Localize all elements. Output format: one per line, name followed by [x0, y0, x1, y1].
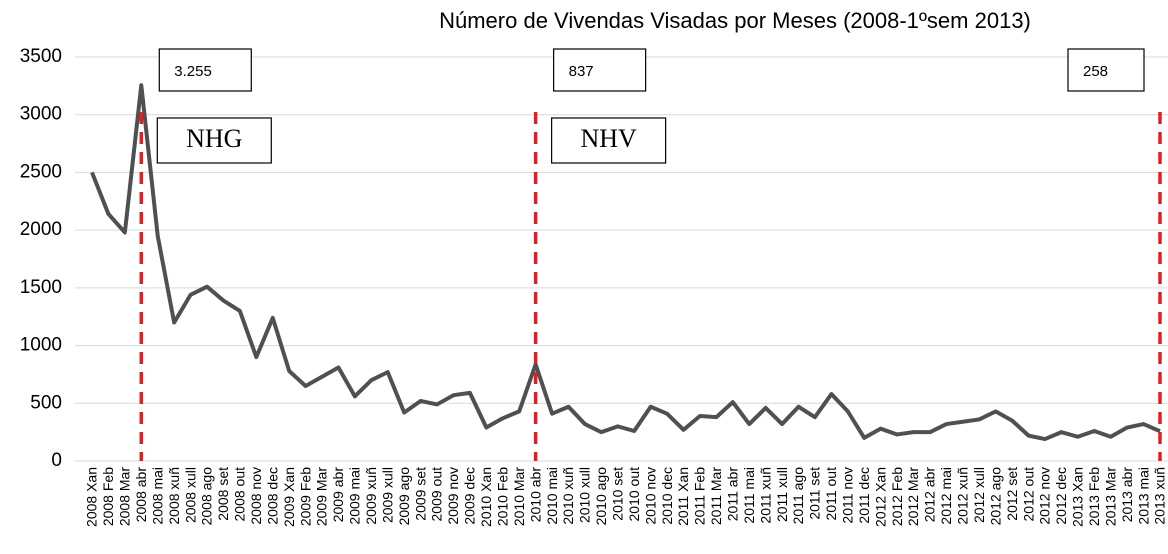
- x-tick-label: 2012 Feb: [889, 467, 905, 526]
- x-tick-label: 2013 mai: [1135, 467, 1151, 525]
- x-tick-label: 2010 set: [609, 467, 625, 521]
- x-tick-label: 2008 mai: [149, 467, 165, 525]
- x-tick-label: 2008 Mar: [117, 467, 133, 526]
- chart-title: Número de Vivendas Visadas por Meses (20…: [439, 8, 1031, 33]
- x-tick-label: 2012 set: [1004, 467, 1020, 521]
- note-label: NHG: [186, 124, 242, 153]
- note-label: NHV: [580, 124, 637, 153]
- x-tick-label: 2011 mai: [741, 467, 757, 524]
- x-tick-label: 2009 Xan: [281, 467, 297, 527]
- x-tick-label: 2012 Mar: [905, 467, 921, 526]
- data-line: [90, 83, 1161, 442]
- x-tick-label: 2008 ago: [199, 467, 215, 526]
- x-tick-label: 2013 xuñ: [1152, 467, 1168, 525]
- y-tick-label: 3500: [20, 46, 62, 67]
- x-tick-label: 2011 Feb: [692, 467, 708, 525]
- x-tick-label: 2013 Feb: [1086, 467, 1102, 526]
- x-tick-label: 2012 out: [1020, 467, 1036, 522]
- note-box: [551, 117, 667, 164]
- x-tick-label: 2010 xull: [577, 467, 593, 523]
- x-tick-label: 2013 abr: [1119, 467, 1135, 523]
- x-tick-label: 2009 set: [412, 467, 428, 521]
- x-tick-label: 2012 dec: [1053, 467, 1069, 525]
- x-tick-label: 2008 set: [215, 467, 231, 521]
- x-tick-label: 2012 mai: [938, 467, 954, 525]
- x-tick-label: 2011 xull: [774, 467, 790, 522]
- x-tick-label: 2010 Feb: [494, 467, 510, 526]
- value-box: [1067, 48, 1145, 92]
- x-tick-label: 2009 out: [429, 467, 445, 522]
- x-tick-label: 2009 ago: [396, 467, 412, 526]
- x-tick-label: 2009 dec: [462, 467, 478, 525]
- x-tick-label: 2008 Xan: [84, 467, 100, 527]
- x-tick-label: 2008 dec: [264, 467, 280, 525]
- x-tick-label: 2011 abr: [725, 467, 741, 522]
- y-tick-label: 2000: [20, 219, 62, 240]
- x-tick-label: 2010 Xan: [478, 467, 494, 527]
- x-tick-label: 2011 dec: [856, 467, 872, 524]
- x-tick-label: 2012 xuñ: [955, 467, 971, 525]
- x-tick-label: 2008 xuñ: [166, 467, 182, 525]
- x-tick-label: 2009 nov: [445, 467, 461, 525]
- x-tick-label: 2011 Mar: [708, 467, 724, 525]
- x-tick-label: 2009 Feb: [297, 467, 313, 526]
- x-tick-label: 2011 set: [807, 467, 823, 520]
- x-tick-label: 2011 nov: [840, 467, 856, 524]
- y-tick-label: 500: [30, 392, 62, 413]
- x-tick-label: 2012 abr: [922, 467, 938, 523]
- x-tick-label: 2010 nov: [642, 467, 658, 525]
- x-tick-label: 2008 Feb: [100, 467, 116, 526]
- x-tick-label: 2010 Mar: [511, 467, 527, 526]
- y-tick-label: 1000: [20, 335, 62, 356]
- x-tick-label: 2009 xull: [379, 467, 395, 523]
- x-tick-label: 2010 mai: [544, 467, 560, 525]
- x-tick-label: 2012 nov: [1037, 467, 1053, 525]
- x-tick-label: 2010 abr: [527, 467, 543, 523]
- x-tick-label: 2010 out: [626, 467, 642, 522]
- x-tick-label: 2011 out: [823, 467, 839, 521]
- value-box: [553, 48, 647, 92]
- x-tick-label: 2008 out: [232, 467, 248, 522]
- y-tick-label: 3000: [20, 104, 62, 125]
- x-tick-label: 2010 xuñ: [560, 467, 576, 525]
- x-tick-label: 2012 xull: [971, 467, 987, 523]
- x-tick-label: 2009 xuñ: [363, 467, 379, 525]
- value-label: 3.255: [174, 63, 212, 80]
- x-tick-label: 2008 abr: [133, 467, 149, 523]
- note-box: [156, 117, 272, 164]
- x-tick-label: 2009 abr: [330, 467, 346, 523]
- y-tick-label: 0: [51, 450, 62, 471]
- x-tick-label: 2010 dec: [659, 467, 675, 525]
- x-tick-label: 2009 mai: [347, 467, 363, 525]
- x-tick-label: 2013 Xan: [1070, 467, 1086, 527]
- value-label: 837: [569, 63, 594, 80]
- y-tick-label: 2500: [20, 161, 62, 182]
- x-tick-label: 2012 ago: [987, 467, 1003, 526]
- x-tick-label: 2011 ago: [790, 467, 806, 525]
- x-tick-label: 2012 Xan: [872, 467, 888, 527]
- x-tick-label: 2010 ago: [593, 467, 609, 526]
- y-tick-label: 1500: [20, 277, 62, 298]
- x-tick-label: 2011 Xan: [675, 467, 691, 526]
- value-box: [158, 48, 252, 92]
- x-tick-label: 2008 nov: [248, 467, 264, 525]
- x-tick-label: 2013 Mar: [1102, 467, 1118, 526]
- value-label: 258: [1083, 63, 1108, 80]
- x-tick-label: 2011 xuñ: [757, 467, 773, 524]
- x-tick-label: 2009 Mar: [314, 467, 330, 526]
- x-tick-label: 2008 xull: [182, 467, 198, 523]
